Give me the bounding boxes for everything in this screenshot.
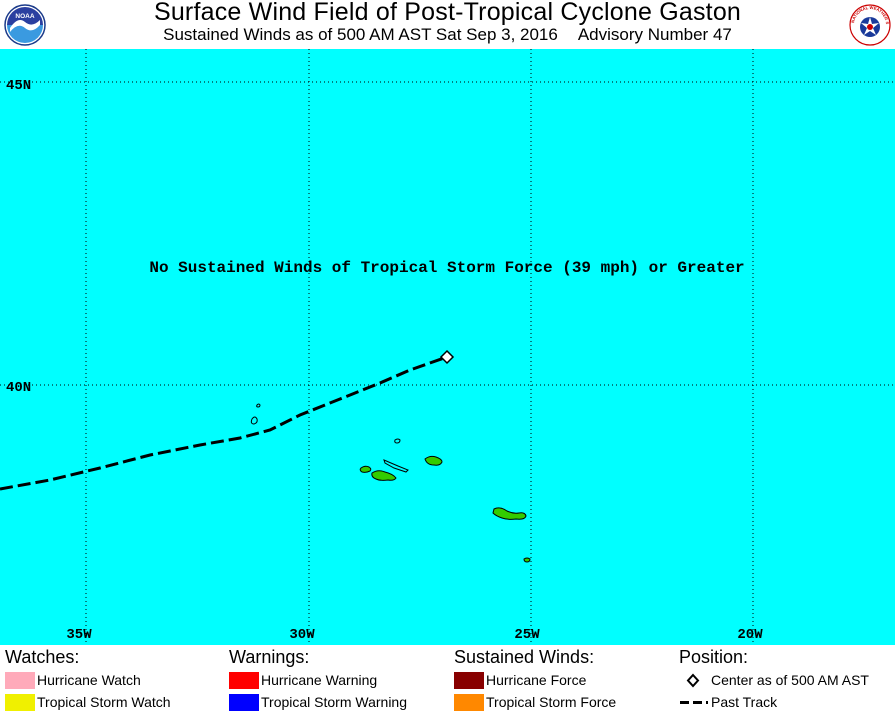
past-track-line [0,355,448,491]
tropical-storm-watch-label: Tropical Storm Watch [37,694,171,710]
tropical-storm-warning-label: Tropical Storm Warning [261,694,408,710]
center-diamond-icon [686,673,700,687]
legend: Watches: Hurricane Watch Tropical Storm … [0,645,895,716]
island-sao-jorge [383,459,409,473]
legend-position-heading: Position: [679,647,749,667]
legend-warnings: Warnings: Hurricane Warning Tropical Sto… [229,645,407,713]
legend-item-hurricane-force: Hurricane Force [454,669,616,691]
subtitle-time: Sustained Winds as of 500 AM AST Sat Sep… [163,25,558,44]
storm-center-marker [439,349,455,365]
lat-label-45n: 45N [6,78,31,94]
header: NOAA Surface Wind Field of Post-Tropical… [0,0,895,48]
subtitle-advisory: Advisory Number 47 [577,25,732,44]
legend-position: Position: Center as of 500 AM AST Past T… [679,645,869,713]
hurricane-watch-swatch [5,671,35,689]
tropical-storm-force-swatch [454,693,484,711]
hurricane-watch-label: Hurricane Watch [37,672,141,688]
azores-islands [250,403,531,563]
legend-warnings-heading: Warnings: [229,647,310,667]
legend-item-tropical-storm-force: Tropical Storm Force [454,691,616,713]
hurricane-warning-swatch [229,671,259,689]
center-label: Center as of 500 AM AST [711,672,869,688]
hurricane-warning-label: Hurricane Warning [261,672,378,688]
island-flores [250,416,258,425]
graticule [0,49,895,645]
past-track-label: Past Track [711,694,778,710]
wind-field-map: 45N 40N 35W 30W 25W 20W No Sustained Win… [0,49,895,645]
tropical-storm-force-label: Tropical Storm Force [486,694,617,710]
island-sao-miguel [492,507,527,520]
island-santa-maria [523,557,531,563]
hurricane-force-swatch [454,671,484,689]
lat-label-40n: 40N [6,380,31,396]
tropical-storm-watch-swatch [5,693,35,711]
legend-item-hurricane-warning: Hurricane Warning [229,669,407,691]
no-tropical-storm-winds-notice: No Sustained Winds of Tropical Storm For… [149,259,744,277]
past-track-line-icon [680,700,708,704]
lon-label-30w: 30W [289,627,315,643]
island-corvo [256,403,261,408]
ocean-background [0,49,895,645]
page-title: Surface Wind Field of Post-Tropical Cycl… [153,0,742,26]
legend-sustained-winds: Sustained Winds: Hurricane Force Tropica… [454,645,616,713]
legend-item-hurricane-watch: Hurricane Watch [5,669,171,691]
legend-watches-heading: Watches: [5,647,80,667]
lon-label-35w: 35W [66,627,92,643]
island-terceira [424,455,443,466]
legend-item-center: Center as of 500 AM AST [679,669,869,691]
legend-winds-heading: Sustained Winds: [454,647,595,667]
island-graciosa [394,438,401,444]
tropical-storm-warning-swatch [229,693,259,711]
hurricane-force-label: Hurricane Force [486,672,587,688]
noaa-logo-text: NOAA [15,13,34,20]
lon-label-20w: 20W [737,627,763,643]
page-subtitle: Sustained Winds as of 500 AM AST Sat Sep… [0,25,895,45]
legend-item-tropical-storm-warning: Tropical Storm Warning [229,691,407,713]
island-faial [359,465,372,473]
legend-watches: Watches: Hurricane Watch Tropical Storm … [5,645,171,713]
legend-item-tropical-storm-watch: Tropical Storm Watch [5,691,171,713]
legend-item-past-track: Past Track [679,691,869,713]
noaa-logo: NOAA [4,4,46,46]
nws-logo: NATIONAL WEATHER SERVICE [849,4,891,46]
lon-label-25w: 25W [514,627,540,643]
island-pico [371,470,397,481]
